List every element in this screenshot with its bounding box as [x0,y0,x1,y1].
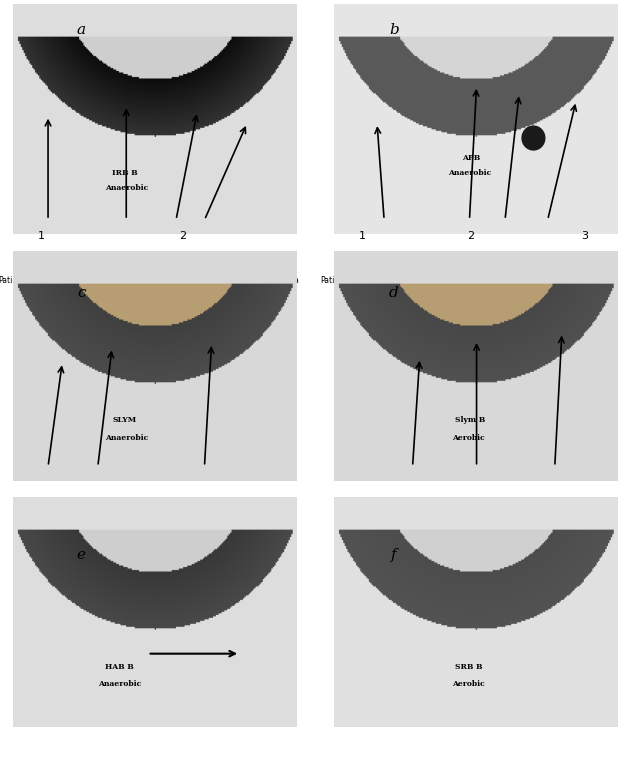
Text: 3: 3 [581,231,588,241]
Text: Anaerobic: Anaerobic [448,169,491,177]
Text: 2: 2 [179,231,187,241]
Text: a: a [77,23,86,38]
Text: Lighter shade of Iron close to patina: Lighter shade of Iron close to patina [161,276,299,286]
Circle shape [522,126,545,150]
Text: Aerobic: Aerobic [452,434,485,442]
Text: 1: 1 [38,231,44,241]
Text: SLYM: SLYM [112,416,136,424]
Text: Discoloration of P.: Discoloration of P. [519,276,588,286]
Text: Patching In Concrete: Patching In Concrete [397,276,476,286]
Text: 1: 1 [359,231,366,241]
Text: c: c [77,286,86,300]
Text: Patina: Patina [320,276,344,286]
Text: b: b [389,23,399,38]
Text: APB: APB [462,154,481,162]
Text: d: d [389,286,399,300]
Text: Anaerobic: Anaerobic [105,434,148,442]
Text: Aerobic: Aerobic [452,680,485,688]
Text: IRB B: IRB B [112,169,138,177]
Text: 2: 2 [468,231,474,241]
Text: Slym B: Slym B [455,416,486,424]
Text: Anaerobic: Anaerobic [98,680,141,688]
Text: Patina: Patina [0,276,22,286]
Text: e: e [77,548,86,562]
Text: Anaerobic: Anaerobic [105,184,148,192]
Text: Iron in concrete: Iron in concrete [75,276,135,286]
Text: SRB B: SRB B [455,662,482,670]
Text: f: f [391,548,397,562]
Text: HAB B: HAB B [105,662,134,670]
